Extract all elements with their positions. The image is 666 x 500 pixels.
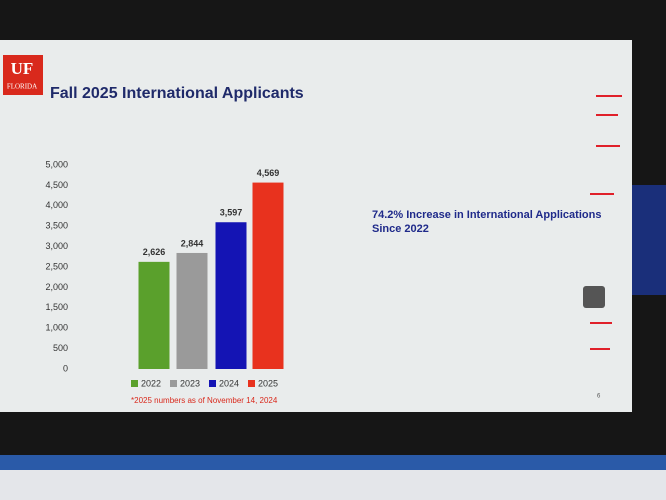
legend-label: 2025: [258, 378, 278, 388]
y-tick-label: 2,500: [45, 261, 68, 271]
y-tick-label: 4,500: [45, 180, 68, 190]
bar: [176, 252, 208, 369]
bar: [138, 261, 170, 369]
legend-label: 2023: [180, 378, 200, 388]
y-tick-label: 500: [53, 343, 68, 353]
legend-label: 2024: [219, 378, 239, 388]
annotation: 74.2% Increase in International Applicat…: [372, 209, 602, 235]
y-tick-label: 2,000: [45, 282, 68, 292]
legend-swatch: [248, 380, 255, 387]
value-label: 2,626: [143, 247, 166, 257]
value-label: 2,844: [181, 238, 204, 248]
value-label: 4,569: [257, 168, 280, 178]
legend-swatch: [170, 380, 177, 387]
y-tick-label: 5,000: [45, 159, 68, 169]
edge-marks: [590, 95, 622, 350]
taskbar-text-area: [0, 470, 666, 500]
chart-title: Fall 2025 International Applicants: [50, 85, 304, 102]
y-tick-label: 4,000: [45, 200, 68, 210]
logo: [3, 55, 43, 95]
legend-label: 2022: [141, 378, 161, 388]
y-tick-label: 1,500: [45, 302, 68, 312]
y-tick-label: 0: [63, 363, 68, 373]
legend-swatch: [209, 380, 216, 387]
slide: [0, 40, 632, 412]
page-number: 6: [597, 394, 601, 400]
value-label: 3,597: [220, 208, 243, 218]
legend-swatch: [131, 380, 138, 387]
y-tick-label: 3,500: [45, 221, 68, 231]
bar: [215, 222, 247, 369]
bar: [252, 182, 284, 369]
slide-button[interactable]: [583, 286, 605, 308]
logo-subtext: FLORIDA: [7, 83, 37, 91]
footnote: *2025 numbers as of November 14, 2024: [131, 396, 278, 405]
y-tick-label: 3,000: [45, 241, 68, 251]
logo-text: UF: [11, 59, 34, 78]
y-tick-label: 1,000: [45, 323, 68, 333]
